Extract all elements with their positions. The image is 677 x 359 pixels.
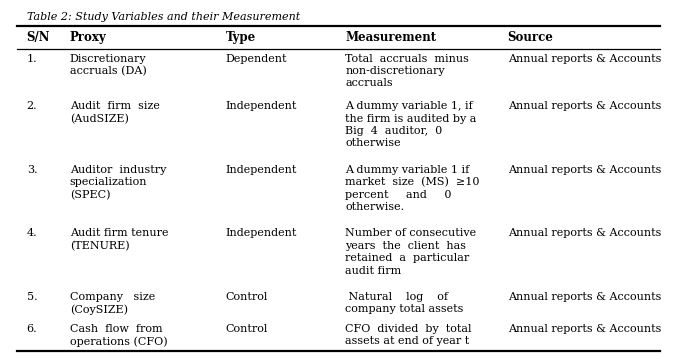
Text: Company   size
(CoySIZE): Company size (CoySIZE) — [70, 292, 155, 315]
Text: Independent: Independent — [225, 101, 297, 111]
Text: 5.: 5. — [26, 292, 37, 302]
Text: Audit  firm  size
(AudSIZE): Audit firm size (AudSIZE) — [70, 101, 160, 124]
Text: 4.: 4. — [26, 228, 37, 238]
Text: Total  accruals  minus
non-discretionary
accruals: Total accruals minus non-discretionary a… — [345, 53, 469, 88]
Text: Control: Control — [225, 292, 268, 302]
Text: A dummy variable 1 if
market  size  (MS)  ≥10
percent     and     0
otherwise.: A dummy variable 1 if market size (MS) ≥… — [345, 165, 479, 213]
Text: Annual reports & Accounts: Annual reports & Accounts — [508, 53, 661, 64]
Text: Audit firm tenure
(TENURE): Audit firm tenure (TENURE) — [70, 228, 169, 251]
Text: 6.: 6. — [26, 323, 37, 334]
Text: Discretionary
accruals (DA): Discretionary accruals (DA) — [70, 53, 146, 76]
Text: 2.: 2. — [26, 101, 37, 111]
Text: Natural    log    of
company total assets: Natural log of company total assets — [345, 292, 464, 314]
Text: Annual reports & Accounts: Annual reports & Accounts — [508, 323, 661, 334]
Text: Source: Source — [508, 31, 554, 45]
Text: 3.: 3. — [26, 165, 37, 175]
Text: Table 2: Study Variables and their Measurement: Table 2: Study Variables and their Measu… — [26, 12, 300, 22]
Text: Type: Type — [225, 31, 256, 45]
Text: Number of consecutive
years  the  client  has
retained  a  particular
audit firm: Number of consecutive years the client h… — [345, 228, 476, 275]
Text: Annual reports & Accounts: Annual reports & Accounts — [508, 101, 661, 111]
Text: Auditor  industry
specialization
(SPEC): Auditor industry specialization (SPEC) — [70, 165, 166, 200]
Text: Annual reports & Accounts: Annual reports & Accounts — [508, 292, 661, 302]
Text: Measurement: Measurement — [345, 31, 436, 45]
Text: Independent: Independent — [225, 228, 297, 238]
Text: Annual reports & Accounts: Annual reports & Accounts — [508, 165, 661, 175]
Text: 1.: 1. — [26, 53, 37, 64]
Text: A dummy variable 1, if
the firm is audited by a
Big  4  auditor,  0
otherwise: A dummy variable 1, if the firm is audit… — [345, 101, 477, 148]
Text: Cash  flow  from
operations (CFO): Cash flow from operations (CFO) — [70, 323, 167, 347]
Text: Independent: Independent — [225, 165, 297, 175]
Text: Proxy: Proxy — [70, 31, 106, 45]
Text: Annual reports & Accounts: Annual reports & Accounts — [508, 228, 661, 238]
Text: CFO  divided  by  total
assets at end of year t: CFO divided by total assets at end of ye… — [345, 323, 472, 346]
Text: Control: Control — [225, 323, 268, 334]
Text: S/N: S/N — [26, 31, 50, 45]
Text: Dependent: Dependent — [225, 53, 287, 64]
